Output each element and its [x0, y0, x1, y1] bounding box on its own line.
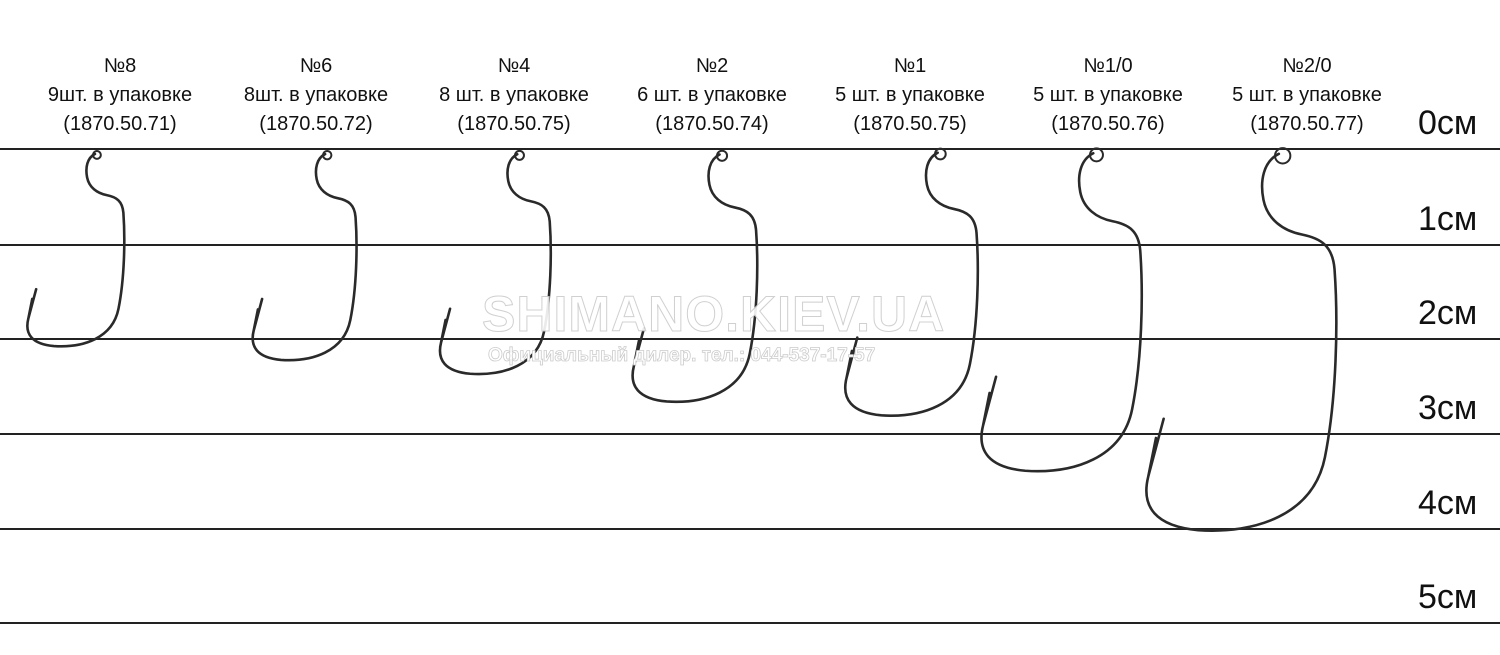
scale-label-3: 3см	[1418, 389, 1478, 427]
hook-code: (1870.50.75)	[457, 113, 571, 135]
hook-size: №4	[497, 55, 531, 77]
hook-qty: 5 шт. в упаковке	[1033, 84, 1183, 106]
hook-wire	[251, 152, 358, 362]
scale-line-4	[0, 528, 1500, 530]
scale-label-2: 2см	[1418, 294, 1478, 332]
hook-code: (1870.50.71)	[63, 113, 177, 135]
hook-label-1: №1 5 шт. в упаковке (1870.50.75)	[810, 52, 1010, 139]
hook-size: №6	[299, 55, 333, 77]
scale-label-5: 5см	[1418, 578, 1478, 616]
watermark-site: SHIMANO.KIEV.UA	[481, 286, 946, 343]
hook-size: №1	[893, 55, 927, 77]
hook-wire	[844, 151, 980, 417]
scale-line-3	[0, 433, 1500, 435]
hook-wire	[980, 151, 1144, 473]
scale-label-0: 0см	[1418, 104, 1478, 142]
scale-label-1: 1см	[1418, 200, 1478, 238]
hook-wire	[631, 153, 759, 404]
hook-code: (1870.50.75)	[853, 113, 967, 135]
scale-line-5	[0, 622, 1500, 624]
watermark-dealer: Официальный дилер. тел.: 044-537-17-57	[488, 345, 876, 367]
hook-label-1-0: №1/0 5 шт. в упаковке (1870.50.76)	[1008, 52, 1208, 139]
hook-code: (1870.50.77)	[1250, 113, 1364, 135]
hook-size: №1/0	[1083, 55, 1133, 77]
hook-qty: 5 шт. в упаковке	[1232, 84, 1382, 106]
hook-qty: 8 шт. в упаковке	[439, 84, 589, 106]
hook-size: №2	[695, 55, 729, 77]
hook-code: (1870.50.72)	[259, 113, 373, 135]
scale-line-2	[0, 338, 1500, 340]
hook-label-8: №8 9шт. в упаковке (1870.50.71)	[20, 52, 220, 139]
hook-2	[438, 149, 553, 376]
hook-size: №8	[103, 55, 137, 77]
scale-label-4: 4см	[1418, 484, 1478, 522]
hook-3	[631, 149, 759, 404]
hook-qty: 6 шт. в упаковке	[637, 84, 787, 106]
hook-label-2-0: №2/0 5 шт. в упаковке (1870.50.77)	[1207, 52, 1407, 139]
scale-line-0	[0, 148, 1500, 150]
hook-6	[1145, 147, 1338, 532]
hook-label-6: №6 8шт. в упаковке (1870.50.72)	[216, 52, 416, 139]
hook-wire	[26, 152, 126, 348]
hook-code: (1870.50.76)	[1051, 113, 1165, 135]
hook-5	[980, 147, 1144, 473]
hook-0	[26, 150, 126, 348]
hook-qty: 9шт. в упаковке	[47, 84, 193, 106]
hook-qty: 8шт. в упаковке	[243, 84, 389, 106]
hook-wire	[1145, 152, 1338, 532]
hook-4	[844, 147, 980, 417]
hook-label-2: №2 6 шт. в упаковке (1870.50.74)	[612, 52, 812, 139]
hook-label-4: №4 8 шт. в упаковке (1870.50.75)	[414, 52, 614, 139]
hook-wire	[438, 152, 553, 376]
hook-code: (1870.50.74)	[655, 113, 769, 135]
hook-size: №2/0	[1282, 55, 1332, 77]
hook-qty: 5 шт. в упаковке	[835, 84, 985, 106]
scale-line-1	[0, 244, 1500, 246]
hook-1	[251, 149, 358, 362]
